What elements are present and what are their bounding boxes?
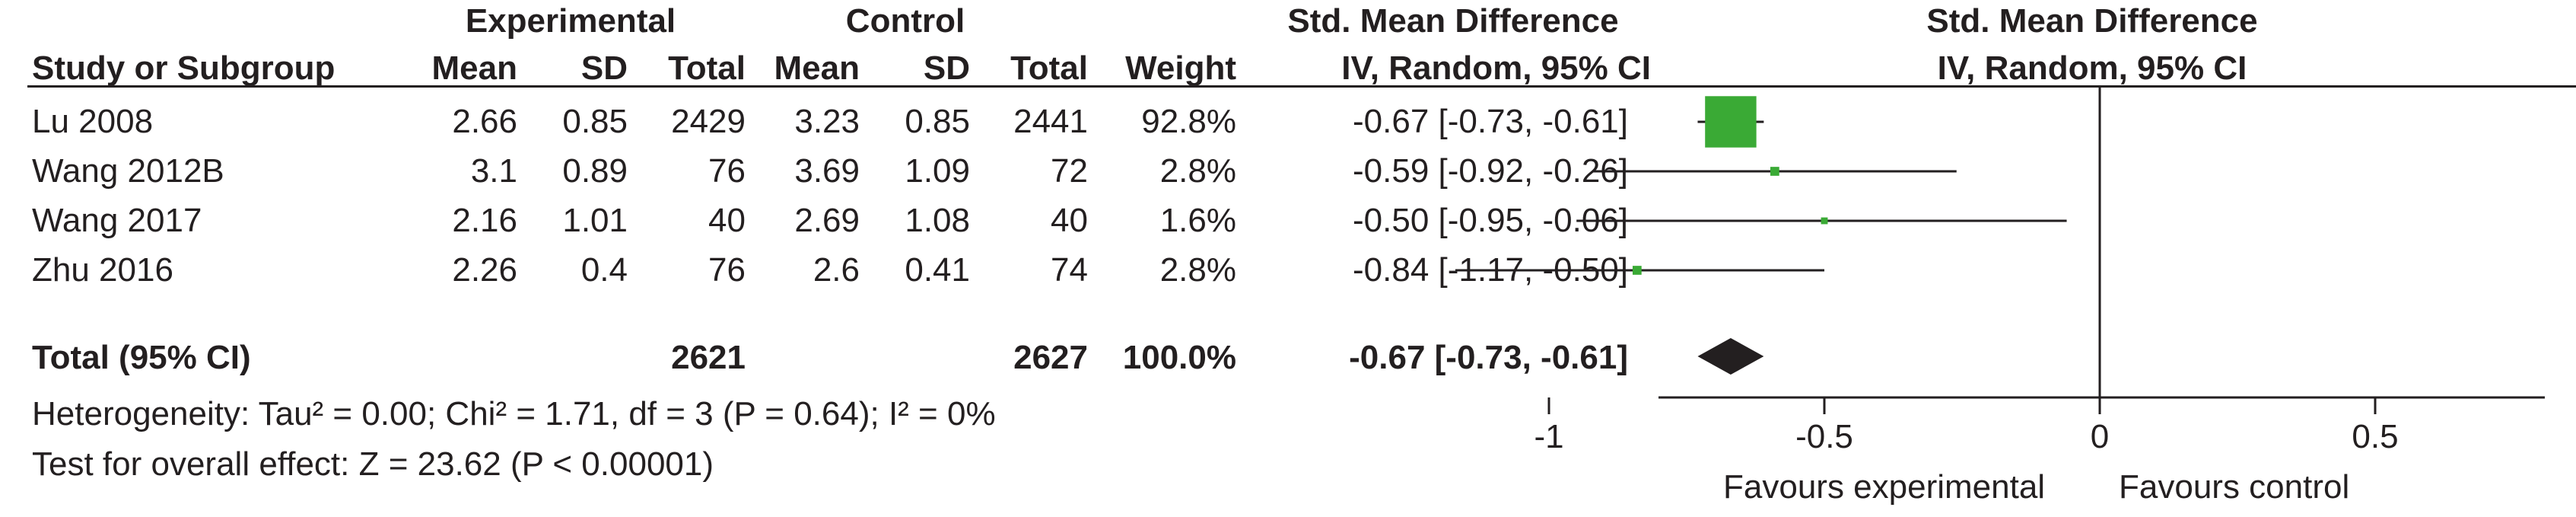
row-study-name: Wang 2017 <box>32 202 202 239</box>
study-weight-box <box>1770 167 1779 176</box>
row-exp-sd: 1.01 <box>562 202 628 239</box>
row-exp-sd: 0.4 <box>580 251 628 289</box>
row-study-name: Wang 2012B <box>32 152 224 190</box>
row-exp-mean: 3.1 <box>470 152 517 190</box>
row-exp-total: 40 <box>708 202 746 239</box>
row-study-name: Lu 2008 <box>32 103 154 140</box>
row-study-name: Zhu 2016 <box>32 251 173 289</box>
study-weight-box <box>1821 217 1828 225</box>
row-ctl-mean: 2.69 <box>794 202 860 239</box>
row-ci: -0.59 [-0.92, -0.26] <box>1353 152 1628 190</box>
col-exp-mean-header: Mean <box>431 49 517 87</box>
col-weight-header: Weight <box>1125 49 1236 87</box>
row-ctl-total: 2441 <box>1013 103 1088 140</box>
favours-right-label: Favours control <box>2119 468 2350 506</box>
row-ctl-sd: 0.41 <box>905 251 970 289</box>
row-ctl-mean: 3.69 <box>794 152 860 190</box>
col-ctl-sd-header: SD <box>923 49 970 87</box>
row-ctl-sd: 1.09 <box>905 152 970 190</box>
row-ctl-total: 74 <box>1051 251 1088 289</box>
row-ctl-sd: 0.85 <box>905 103 970 140</box>
row-weight: 92.8% <box>1141 103 1236 140</box>
total-ci: -0.67 [-0.73, -0.61] <box>1349 339 1628 376</box>
row-ctl-total: 72 <box>1051 152 1088 190</box>
col-study-header: Study or Subgroup <box>32 49 336 87</box>
pooled-diamond <box>1697 338 1764 375</box>
row-exp-total: 2429 <box>671 103 746 140</box>
x-tick-label: -1 <box>1534 418 1563 455</box>
overall-effect-text: Test for overall effect: Z = 23.62 (P < … <box>32 445 714 483</box>
total-label: Total (95% CI) <box>32 339 251 376</box>
total-exp-total: 2621 <box>671 339 746 376</box>
smd-table-header: Std. Mean Difference <box>1287 2 1619 40</box>
total-ctl-total: 2627 <box>1013 339 1088 376</box>
total-weight: 100.0% <box>1122 339 1236 376</box>
control-header: Control <box>845 2 965 40</box>
row-exp-sd: 0.85 <box>562 103 628 140</box>
row-exp-total: 76 <box>708 251 746 289</box>
row-exp-sd: 0.89 <box>562 152 628 190</box>
col-exp-sd-header: SD <box>580 49 628 87</box>
study-weight-box <box>1632 266 1642 275</box>
header-rule <box>27 85 2576 88</box>
row-weight: 2.8% <box>1159 251 1236 289</box>
col-ctl-total-header: Total <box>1010 49 1088 87</box>
row-weight: 1.6% <box>1159 202 1236 239</box>
experimental-header: Experimental <box>465 2 676 40</box>
plot-title: Std. Mean Difference <box>1926 2 2258 40</box>
study-weight-box <box>1705 96 1757 148</box>
row-exp-mean: 2.16 <box>452 202 517 239</box>
favours-left-label: Favours experimental <box>1723 468 2046 506</box>
row-ctl-mean: 2.6 <box>813 251 860 289</box>
plot-subtitle: IV, Random, 95% CI <box>1937 49 2247 87</box>
col-ci-header: IV, Random, 95% CI <box>1341 49 1651 87</box>
row-ci: -0.67 [-0.73, -0.61] <box>1353 103 1628 140</box>
row-exp-total: 76 <box>708 152 746 190</box>
heterogeneity-text: Heterogeneity: Tau² = 0.00; Chi² = 1.71,… <box>32 395 996 432</box>
row-ctl-sd: 1.08 <box>905 202 970 239</box>
x-tick-label: -0.5 <box>1795 418 1853 455</box>
row-exp-mean: 2.66 <box>452 103 517 140</box>
col-ctl-mean-header: Mean <box>774 49 860 87</box>
x-tick-label: 0.5 <box>2352 418 2398 455</box>
row-ctl-total: 40 <box>1051 202 1088 239</box>
col-exp-total-header: Total <box>668 49 746 87</box>
row-weight: 2.8% <box>1159 152 1236 190</box>
row-exp-mean: 2.26 <box>452 251 517 289</box>
x-tick-label: 0 <box>2091 418 2109 455</box>
row-ctl-mean: 3.23 <box>794 103 860 140</box>
